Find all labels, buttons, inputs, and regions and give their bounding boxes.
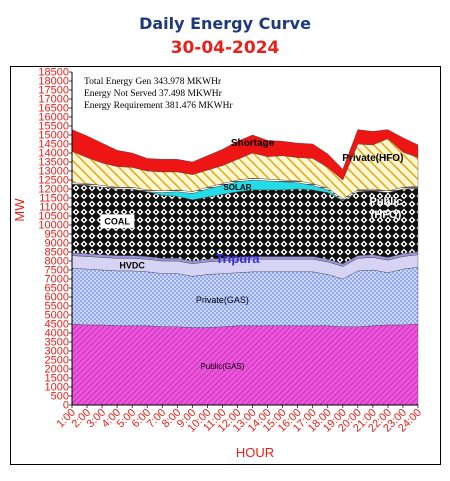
y-tick-label: 10500 xyxy=(38,211,69,223)
y-tick-label: 18000 xyxy=(38,76,69,88)
y-tick-label: 9500 xyxy=(45,229,69,241)
y-tick-label: 13000 xyxy=(38,166,69,178)
chart-frame xyxy=(10,66,441,465)
chart-title: Daily Energy Curve xyxy=(139,14,311,33)
series-label-solar: SOLAR xyxy=(223,183,251,192)
series-label-public_gas: Public(GAS) xyxy=(200,362,244,371)
y-tick-label: 3000 xyxy=(45,346,69,358)
x-axis-title: HOUR xyxy=(236,445,274,460)
y-tick-label: 9000 xyxy=(45,238,69,250)
y-tick-label: 4500 xyxy=(45,319,69,331)
series-label-coal: COAL xyxy=(104,216,130,226)
y-tick-label: 4000 xyxy=(45,328,69,340)
y-tick-label: 12000 xyxy=(38,184,69,196)
y-tick-label: 2500 xyxy=(45,355,69,367)
area-series-group xyxy=(71,129,419,406)
y-tick-label: 5000 xyxy=(45,310,69,322)
y-tick-label: 16500 xyxy=(38,103,69,115)
y-tick-label: 11500 xyxy=(39,193,69,205)
y-tick-label: 3500 xyxy=(45,337,69,349)
series-label-tripura: Tripura xyxy=(215,251,260,266)
y-tick-label: 8500 xyxy=(45,247,69,259)
annotation-line: Energy Not Served 37.498 MKWHr xyxy=(84,89,223,99)
chart-date: 30-04-2024 xyxy=(170,38,280,58)
y-tick-label: 14500 xyxy=(38,139,69,151)
y-tick-label: 11000 xyxy=(39,202,69,214)
axes-group: 0500100015002000250030003500400045005000… xyxy=(12,67,424,461)
y-tick-label: 15000 xyxy=(38,130,69,142)
y-tick-label: 13500 xyxy=(38,157,69,169)
area-public_gas xyxy=(71,323,419,406)
annotation-line: Total Energy Gen 343.978 MKWHr xyxy=(84,77,222,87)
extra-label: Public (HFO) xyxy=(369,196,402,221)
y-tick-label: 7000 xyxy=(45,274,69,286)
series-label-shortage: Shortage xyxy=(231,138,275,149)
y-tick-label: 1000 xyxy=(45,382,69,394)
annotation-line: Energy Requirement 381.476 MKWHr xyxy=(84,101,233,111)
y-tick-label: 16000 xyxy=(38,112,69,124)
y-tick-label: 12500 xyxy=(38,175,69,187)
labels-group: Public(GAS) Private(GAS) HVDC Tripura COAL SO… xyxy=(84,77,403,371)
series-label-private_gas: Private(GAS) xyxy=(196,295,249,305)
coal-label-bg xyxy=(100,214,135,229)
y-tick-label: 14000 xyxy=(38,148,69,160)
y-tick-label: 7500 xyxy=(45,265,69,277)
area-shortage xyxy=(71,129,419,181)
y-tick-label: 18500 xyxy=(38,67,69,79)
y-tick-label: 10000 xyxy=(38,220,69,232)
y-tick-label: 1500 xyxy=(45,373,69,385)
y-tick-label: 500 xyxy=(51,391,69,403)
y-tick-label: 6500 xyxy=(45,283,69,295)
y-tick-label: 15500 xyxy=(38,121,69,133)
y-tick-label: 17000 xyxy=(38,94,69,106)
y-axis-title: MW xyxy=(12,198,27,222)
y-tick-label: 0 xyxy=(63,400,69,412)
y-tick-label: 2000 xyxy=(45,364,69,376)
y-tick-label: 8000 xyxy=(45,256,69,268)
y-tick-label: 5500 xyxy=(45,301,69,313)
series-label-private_hfo: Private(HFO) xyxy=(342,153,403,164)
y-tick-label: 6000 xyxy=(45,292,69,304)
y-tick-label: 17500 xyxy=(38,85,69,97)
series-label-hvdc: HVDC xyxy=(119,261,145,271)
